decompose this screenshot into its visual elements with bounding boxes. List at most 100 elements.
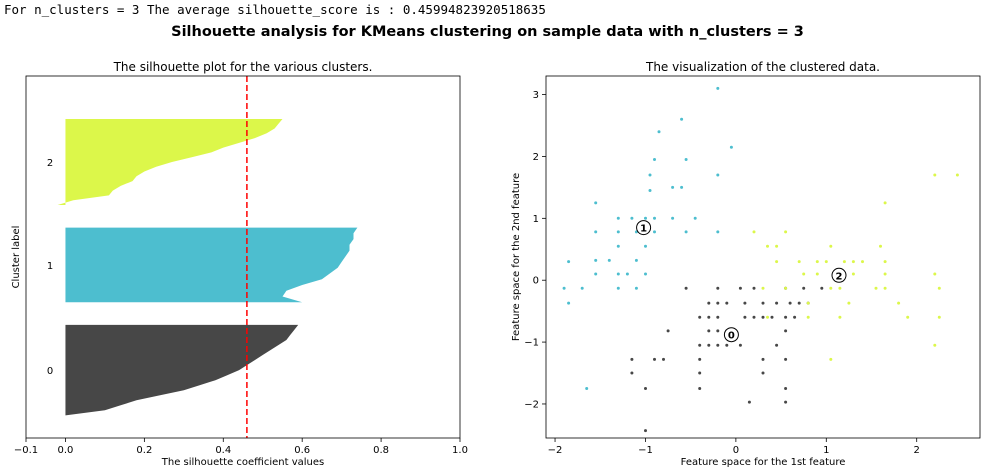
- scatter-point-cluster-2: [815, 260, 819, 264]
- silhouette-cluster-label: 1: [47, 261, 53, 272]
- scatter-point-cluster-0: [770, 315, 774, 319]
- scatter-point-cluster-1: [625, 272, 629, 276]
- figure-suptitle: Silhouette analysis for KMeans clusterin…: [171, 24, 804, 40]
- scatter-point-cluster-0: [716, 329, 720, 333]
- scatter-x-axis-label: Feature space for the 1st feature: [681, 457, 846, 468]
- y-tick-label: 3: [533, 90, 539, 101]
- scatter-point-cluster-1: [630, 216, 634, 220]
- scatter-point-cluster-2: [897, 301, 901, 305]
- scatter-point-cluster-1: [684, 230, 688, 234]
- cluster-scatter-plot: The visualization of the clustered data.…: [511, 60, 981, 468]
- scatter-point-cluster-1: [567, 301, 571, 305]
- scatter-point-cluster-0: [725, 301, 729, 305]
- scatter-point-cluster-1: [653, 158, 656, 161]
- scatter-point-cluster-2: [937, 315, 941, 319]
- scatter-point-cluster-2: [784, 286, 788, 290]
- x-tick-label: 0.8: [373, 445, 389, 456]
- silhouette-cluster-1-area: [65, 227, 358, 303]
- x-tick-label: 2: [914, 445, 920, 456]
- scatter-point-cluster-0: [630, 371, 634, 375]
- scatter-point-cluster-2: [851, 260, 855, 264]
- scatter-point-cluster-1: [644, 272, 647, 276]
- scatter-point-cluster-2: [933, 343, 937, 347]
- scatter-point-cluster-1: [580, 286, 584, 290]
- scatter-point-cluster-0: [761, 357, 765, 361]
- scatter-point-cluster-2: [847, 301, 851, 305]
- scatter-point-cluster-0: [784, 387, 788, 390]
- scatter-point-cluster-0: [684, 286, 688, 290]
- scatter-point-cluster-2: [883, 201, 887, 205]
- scatter-point-cluster-0: [653, 357, 656, 361]
- silhouette-y-axis-label: Cluster label: [11, 226, 22, 289]
- scatter-point-cluster-2: [806, 301, 810, 305]
- scatter-point-cluster-0: [743, 315, 747, 319]
- scatter-point-cluster-0: [716, 343, 720, 347]
- scatter-point-cluster-0: [630, 357, 634, 361]
- scatter-point-cluster-0: [743, 301, 747, 305]
- scatter-point-cluster-2: [933, 272, 937, 276]
- scatter-point-cluster-0: [698, 371, 702, 375]
- x-tick-label: 0.0: [58, 445, 74, 456]
- console-output: For n_clusters = 3 The average silhouett…: [4, 2, 546, 17]
- scatter-point-cluster-0: [698, 357, 702, 361]
- scatter-point-cluster-2: [797, 260, 801, 264]
- scatter-point-cluster-0: [738, 343, 742, 347]
- scatter-point-cluster-1: [616, 230, 620, 234]
- scatter-point-cluster-1: [680, 185, 684, 189]
- scatter-point-cluster-0: [716, 315, 720, 319]
- x-tick-label: 0.4: [215, 445, 231, 456]
- scatter-point-cluster-1: [616, 244, 620, 248]
- scatter-point-cluster-1: [716, 86, 720, 90]
- scatter-point-cluster-1: [657, 130, 661, 134]
- scatter-point-cluster-0: [707, 343, 711, 347]
- scatter-point-cluster-0: [752, 315, 756, 319]
- scatter-point-cluster-1: [585, 387, 589, 390]
- scatter-point-cluster-2: [829, 357, 833, 361]
- x-tick-label: 1: [823, 445, 829, 456]
- scatter-point-cluster-1: [616, 286, 620, 290]
- scatter-point-cluster-0: [707, 301, 711, 305]
- silhouette-plot: The silhouette plot for the various clus…: [11, 60, 468, 468]
- scatter-point-cluster-2: [815, 272, 819, 276]
- cluster-center-marker: [831, 267, 847, 283]
- silhouette-cluster-label: 2: [47, 158, 53, 169]
- scatter-point-cluster-0: [761, 301, 765, 305]
- scatter-point-cluster-2: [861, 260, 864, 264]
- scatter-point-cluster-1: [567, 260, 571, 264]
- scatter-point-cluster-2: [851, 272, 855, 276]
- y-tick-label: 1: [533, 214, 539, 225]
- scatter-point-cluster-0: [698, 343, 702, 347]
- scatter-point-cluster-1: [671, 185, 675, 189]
- scatter-point-cluster-0: [784, 357, 788, 361]
- scatter-point-cluster-0: [761, 371, 765, 375]
- scatter-point-cluster-2: [766, 315, 769, 319]
- scatter-point-cluster-2: [824, 260, 828, 264]
- scatter-point-cluster-2: [806, 315, 810, 319]
- scatter-point-cluster-2: [838, 315, 842, 319]
- scatter-point-cluster-1: [607, 258, 611, 262]
- scatter-point-cluster-1: [594, 272, 598, 276]
- scatter-point-cluster-0: [716, 286, 720, 290]
- silhouette-plot-frame: [25, 75, 461, 439]
- scatter-point-cluster-1: [634, 258, 638, 262]
- scatter-point-cluster-1: [653, 216, 656, 220]
- scatter-point-cluster-1: [616, 272, 620, 276]
- scatter-point-cluster-0: [761, 315, 765, 319]
- silhouette-x-axis-label: The silhouette coefficient values: [161, 457, 325, 468]
- x-tick-label: 0.6: [294, 445, 310, 456]
- scatter-point-cluster-1: [644, 216, 647, 220]
- scatter-point-cluster-1: [644, 244, 647, 248]
- scatter-point-cluster-2: [775, 260, 779, 264]
- scatter-point-cluster-1: [594, 258, 598, 262]
- x-tick-label: −1: [638, 445, 653, 456]
- scatter-point-cluster-2: [775, 244, 779, 248]
- scatter-point-cluster-1: [653, 230, 656, 234]
- scatter-point-cluster-2: [838, 286, 842, 290]
- scatter-y-axis-label: Feature space for the 2nd feature: [511, 173, 522, 341]
- scatter-point-cluster-0: [784, 329, 788, 333]
- scatter-point-cluster-2: [752, 230, 756, 234]
- scatter-point-cluster-0: [784, 400, 788, 404]
- scatter-point-cluster-0: [775, 301, 779, 305]
- scatter-point-cluster-1: [594, 201, 598, 205]
- scatter-point-cluster-2: [883, 286, 887, 290]
